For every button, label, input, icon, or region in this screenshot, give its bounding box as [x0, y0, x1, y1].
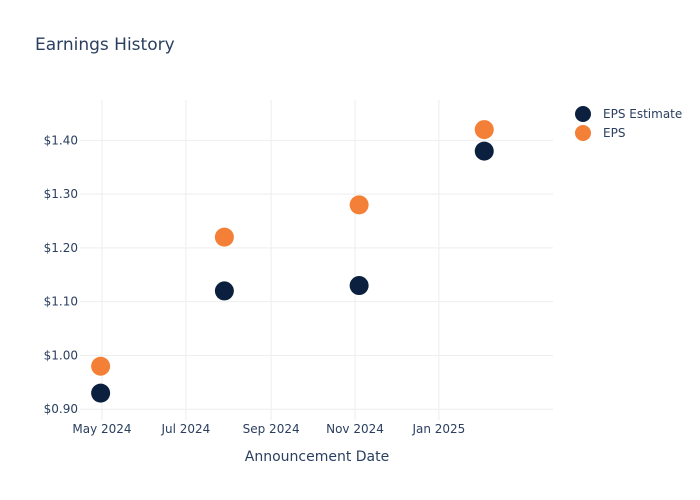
x-tick-label: Sep 2024: [243, 422, 300, 436]
grid: [80, 100, 553, 420]
legend-marker: [575, 125, 591, 141]
x-tick-label: Jan 2025: [411, 422, 465, 436]
y-tick-label: $1.20: [44, 241, 78, 255]
y-tick-label: $1.30: [44, 187, 78, 201]
eps-point[interactable]: [214, 227, 234, 247]
x-axis-title: Announcement Date: [245, 449, 389, 465]
legend-item-eps[interactable]: EPS: [575, 125, 625, 141]
x-tick-label: Jul 2024: [160, 422, 210, 436]
x-tick-label: Nov 2024: [326, 422, 384, 436]
eps-point[interactable]: [349, 195, 369, 215]
y-tick-label: $1.40: [44, 133, 78, 147]
y-axis-ticks: $0.90 $1.00 $1.10 $1.20 $1.30 $1.40: [44, 133, 78, 416]
legend-marker: [575, 106, 591, 122]
legend-label: EPS Estimate: [603, 107, 682, 121]
eps-point[interactable]: [91, 356, 111, 376]
eps-estimate-point[interactable]: [214, 281, 234, 301]
chart-title: Earnings History: [35, 35, 175, 55]
eps-point[interactable]: [474, 120, 494, 140]
y-tick-label: $1.10: [44, 295, 78, 309]
legend-item-eps-estimate[interactable]: EPS Estimate: [575, 106, 682, 122]
y-tick-label: $0.90: [44, 402, 78, 416]
eps-estimate-point[interactable]: [474, 141, 494, 161]
x-axis-ticks: May 2024 Jul 2024 Sep 2024 Nov 2024 Jan 2025: [72, 422, 465, 436]
eps-estimate-point[interactable]: [91, 383, 111, 403]
data-points: [91, 120, 494, 403]
y-tick-label: $1.00: [44, 348, 78, 362]
x-tick-label: May 2024: [72, 422, 131, 436]
legend[interactable]: EPS Estimate EPS: [575, 106, 682, 141]
legend-label: EPS: [603, 126, 625, 140]
eps-estimate-point[interactable]: [349, 276, 369, 296]
